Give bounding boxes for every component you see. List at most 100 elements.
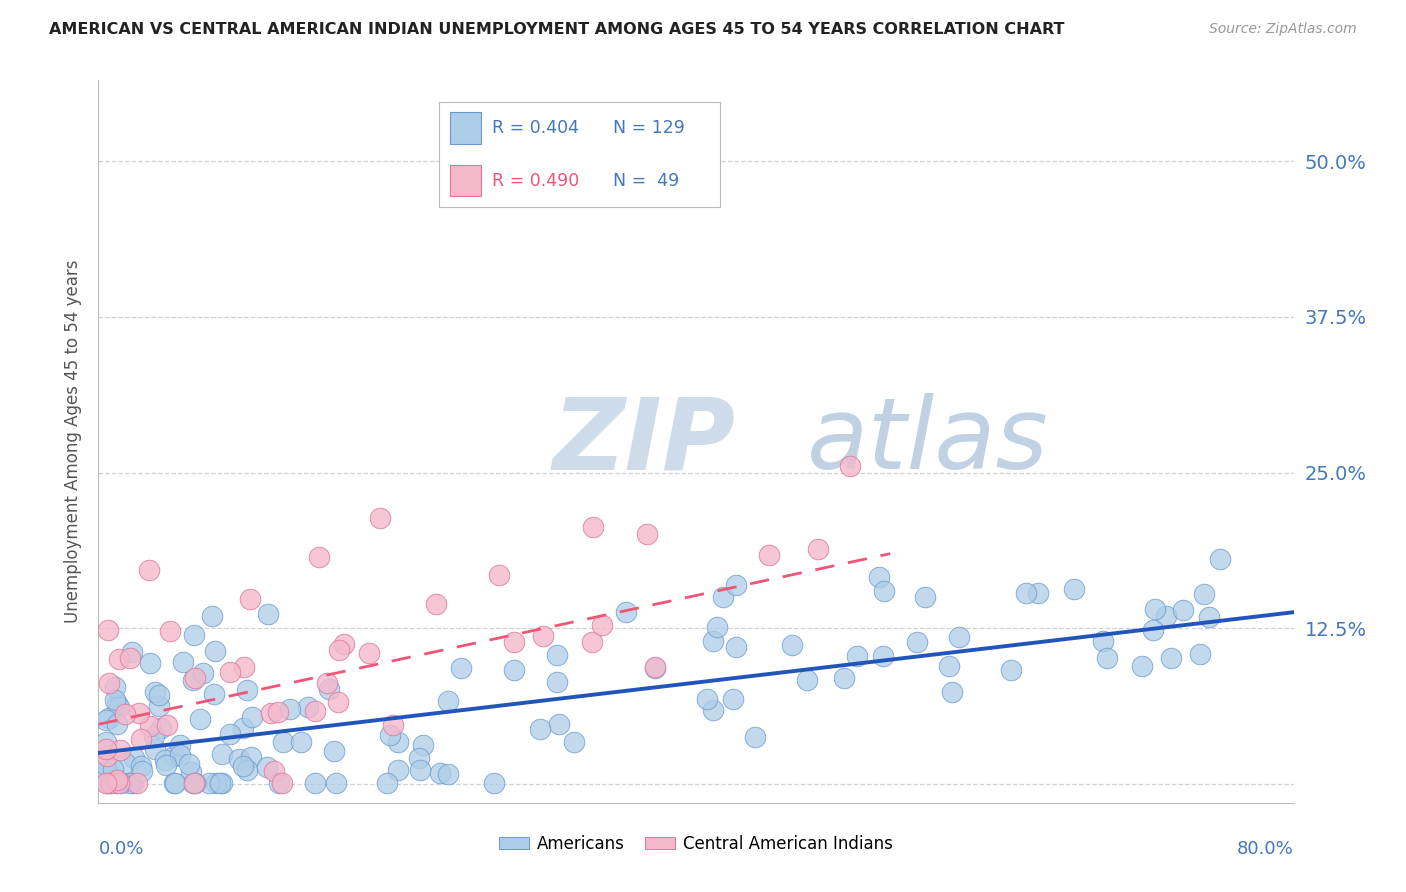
Point [1156, 609, 1178, 624]
Point [107, 772, 129, 787]
Point [183, 775, 205, 789]
Point [368, 510, 391, 524]
Point [163, 776, 186, 790]
Point [108, 652, 131, 666]
Point [1000, 663, 1022, 677]
Point [120, 651, 142, 665]
Point [128, 706, 150, 720]
Point [807, 542, 830, 557]
Point [218, 727, 240, 741]
Point [108, 776, 131, 790]
Point [503, 664, 526, 678]
Point [269, 776, 291, 790]
Point [304, 704, 326, 718]
Point [143, 684, 166, 698]
Point [211, 747, 233, 761]
Point [169, 748, 191, 763]
Point [325, 776, 347, 790]
Point [110, 776, 132, 790]
Text: Source: ZipAtlas.com: Source: ZipAtlas.com [1209, 22, 1357, 37]
Point [172, 655, 194, 669]
Point [425, 597, 447, 611]
Point [591, 618, 613, 632]
Point [636, 527, 658, 541]
Text: 0.0%: 0.0% [98, 840, 143, 858]
Point [239, 592, 262, 607]
Point [387, 734, 409, 748]
Point [231, 758, 253, 772]
Point [1192, 587, 1215, 601]
Point [872, 648, 894, 663]
Point [256, 759, 278, 773]
Point [97, 711, 120, 725]
Point [546, 674, 568, 689]
Point [94, 776, 117, 790]
Point [378, 728, 401, 742]
Point [143, 741, 166, 756]
Point [228, 752, 250, 766]
Y-axis label: Unemployment Among Ages 45 to 54 years: Unemployment Among Ages 45 to 54 years [63, 260, 82, 624]
Point [873, 584, 896, 599]
Point [236, 683, 259, 698]
Point [941, 684, 963, 698]
Point [211, 776, 233, 790]
Point [177, 757, 200, 772]
Point [96, 776, 118, 790]
Point [488, 567, 510, 582]
Point [546, 648, 568, 662]
Point [644, 660, 666, 674]
Point [531, 629, 554, 643]
Point [332, 637, 354, 651]
Point [105, 776, 128, 790]
Point [263, 764, 285, 778]
Point [219, 665, 242, 679]
Point [502, 635, 524, 649]
Point [614, 606, 637, 620]
Point [156, 718, 179, 732]
Point [198, 776, 221, 790]
Point [188, 712, 211, 726]
Point [408, 751, 430, 765]
Point [120, 776, 142, 790]
Point [271, 735, 294, 749]
Point [304, 776, 326, 790]
Point [208, 776, 231, 790]
Point [97, 623, 120, 637]
Point [696, 692, 718, 706]
Point [240, 749, 263, 764]
Point [381, 717, 404, 731]
Point [138, 563, 160, 577]
Point [98, 675, 121, 690]
Point [644, 661, 666, 675]
Point [204, 644, 226, 658]
Point [308, 549, 330, 564]
Text: AMERICAN VS CENTRAL AMERICAN INDIAN UNEMPLOYMENT AMONG AGES 45 TO 54 YEARS CORRE: AMERICAN VS CENTRAL AMERICAN INDIAN UNEM… [49, 22, 1064, 37]
Point [183, 776, 205, 790]
Text: ZIP: ZIP [553, 393, 735, 490]
Point [328, 643, 350, 657]
Point [100, 776, 122, 790]
Point [1026, 585, 1049, 599]
Point [721, 692, 744, 706]
Point [139, 657, 162, 671]
Legend: Americans, Central American Indians: Americans, Central American Indians [492, 828, 900, 860]
Point [183, 628, 205, 642]
Point [758, 548, 780, 562]
Point [236, 763, 259, 777]
Point [1208, 551, 1230, 566]
Point [191, 665, 214, 680]
Point [94, 764, 117, 779]
Point [562, 735, 585, 749]
Point [905, 635, 928, 649]
Point [139, 719, 162, 733]
Point [429, 766, 451, 780]
Point [547, 716, 569, 731]
Point [108, 699, 131, 714]
Point [437, 694, 460, 708]
Point [96, 749, 118, 764]
Point [232, 722, 254, 736]
Point [450, 661, 472, 675]
Point [94, 757, 117, 772]
Point [582, 520, 605, 534]
Point [1188, 647, 1211, 661]
